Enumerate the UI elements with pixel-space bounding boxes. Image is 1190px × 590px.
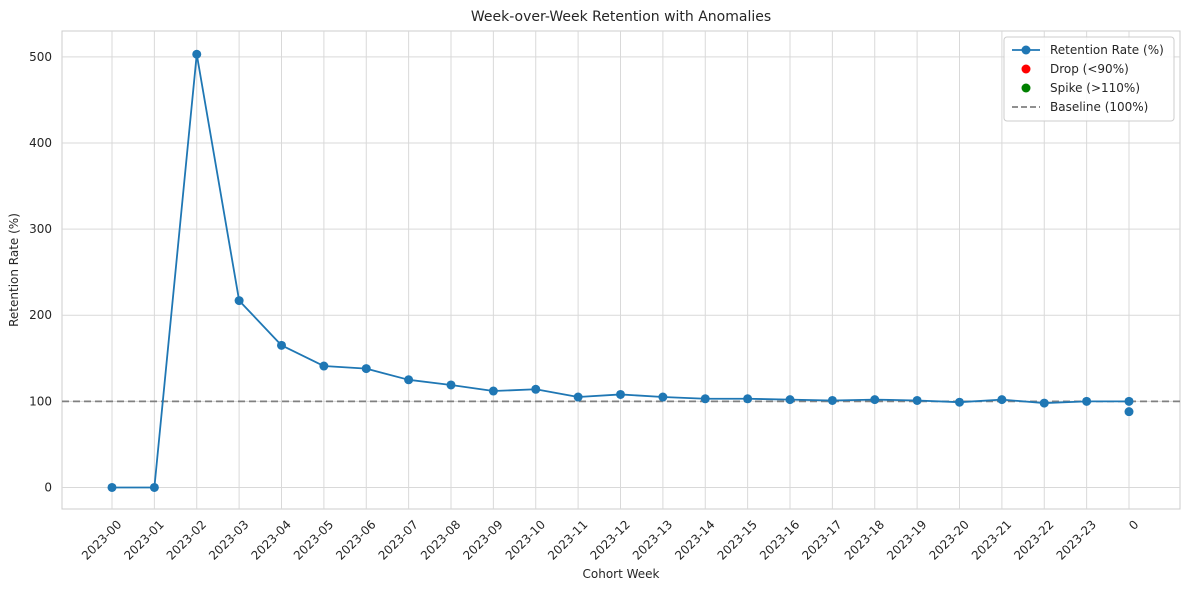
legend-label: Drop (<90%) xyxy=(1050,62,1129,76)
data-point xyxy=(870,395,880,405)
x-tick-label: 2023-11 xyxy=(545,517,590,562)
x-tick-label: 2023-09 xyxy=(460,517,505,562)
legend-box xyxy=(1003,36,1175,122)
y-tick-label: 500 xyxy=(29,50,52,64)
data-point xyxy=(488,386,498,396)
data-point xyxy=(700,394,710,404)
legend-label: Spike (>110%) xyxy=(1050,81,1140,95)
data-point xyxy=(1082,396,1092,406)
legend-marker-swatch xyxy=(1021,45,1031,55)
data-point xyxy=(446,380,456,390)
x-tick-label: 2023-10 xyxy=(503,517,548,562)
data-point xyxy=(149,482,159,492)
grid xyxy=(62,31,1180,509)
data-point xyxy=(192,49,202,59)
chart-title: Week-over-Week Retention with Anomalies xyxy=(471,9,771,25)
x-tick-label: 2023-21 xyxy=(969,517,1014,562)
data-point xyxy=(573,392,583,402)
x-tick-label: 2023-14 xyxy=(672,517,717,562)
x-tick-label: 2023-08 xyxy=(418,517,463,562)
x-tick-label: 2023-06 xyxy=(333,517,378,562)
x-tick-label: 2023-00 xyxy=(79,517,124,562)
y-tick-label: 100 xyxy=(29,394,52,408)
data-point xyxy=(785,395,795,405)
legend: Retention Rate (%) Drop (<90%) Spike (>110… xyxy=(1003,36,1175,122)
data-point xyxy=(319,361,329,371)
data-point xyxy=(531,384,541,394)
legend-label: Baseline (100%) xyxy=(1050,100,1148,114)
y-axis-label: Retention Rate (%) xyxy=(7,213,21,327)
data-point xyxy=(743,394,753,404)
legend-marker-swatch xyxy=(1021,64,1031,74)
data-point xyxy=(955,397,964,407)
x-tick-label: 2023-20 xyxy=(926,517,971,562)
x-tick-label: 2023-02 xyxy=(164,517,209,562)
x-tick-label: 2023-17 xyxy=(799,517,844,562)
x-tick-label: 2023-22 xyxy=(1011,517,1056,562)
x-tick-label: 2023-05 xyxy=(291,517,336,562)
series xyxy=(107,49,1134,492)
data-point xyxy=(1039,398,1049,408)
x-tick-label: 2023-18 xyxy=(842,517,887,562)
data-point xyxy=(404,375,414,385)
x-tick-label: 2023-07 xyxy=(376,517,421,562)
legend-marker-swatch xyxy=(1021,83,1031,93)
y-tick-label: 400 xyxy=(29,136,52,150)
data-point xyxy=(912,395,922,405)
x-tick-label: 2023-12 xyxy=(587,517,632,562)
x-tick-label: 0 xyxy=(1126,517,1141,532)
y-tick-label: 200 xyxy=(29,308,52,322)
data-point xyxy=(234,296,244,306)
data-point xyxy=(658,392,668,402)
x-tick-label: 2023-16 xyxy=(757,517,802,562)
data-point xyxy=(997,395,1007,405)
x-tick-label: 2023-01 xyxy=(121,517,166,562)
y-tick-label: 0 xyxy=(44,480,52,494)
data-point xyxy=(1124,407,1134,417)
x-tick-label: 2023-19 xyxy=(884,517,929,562)
data-point xyxy=(107,482,117,492)
x-tick-label: 2023-23 xyxy=(1054,517,1099,562)
data-point xyxy=(616,389,625,399)
x-tick-label: 2023-03 xyxy=(206,517,251,562)
data-point xyxy=(277,340,286,350)
x-tick-label: 2023-04 xyxy=(248,517,293,562)
x-axis-label: Cohort Week xyxy=(583,567,660,581)
data-point xyxy=(1124,396,1134,406)
data-point xyxy=(361,364,371,374)
x-tick-label: 2023-13 xyxy=(630,517,675,562)
legend-label: Retention Rate (%) xyxy=(1050,43,1164,57)
x-tick-label: 2023-15 xyxy=(715,517,760,562)
y-tick-label: 300 xyxy=(29,222,52,236)
data-point xyxy=(827,395,837,405)
